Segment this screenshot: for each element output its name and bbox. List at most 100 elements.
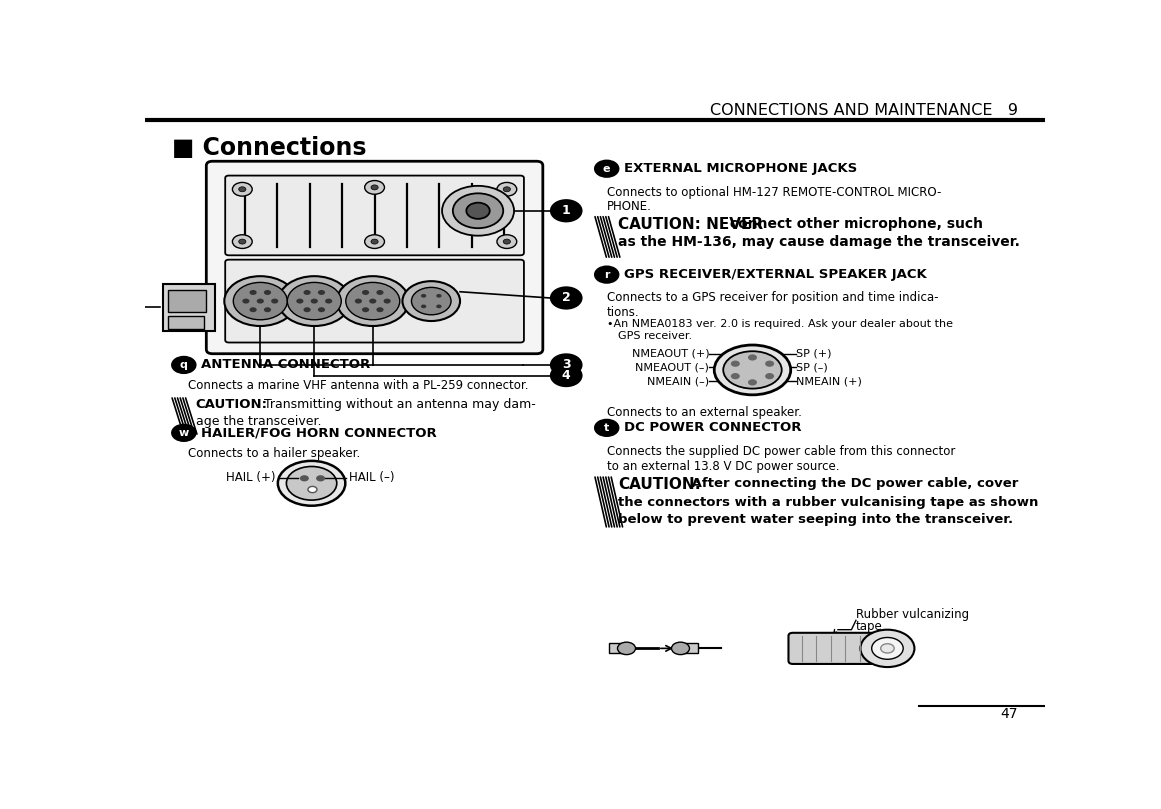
Text: Connects to a hailer speaker.: Connects to a hailer speaker.: [188, 447, 361, 460]
Circle shape: [233, 282, 287, 320]
Text: age the transceiver.: age the transceiver.: [195, 415, 320, 429]
Circle shape: [376, 290, 383, 295]
Text: CAUTION:: CAUTION:: [195, 398, 267, 411]
Text: 5: 5: [124, 301, 132, 314]
Text: CAUTION:: CAUTION:: [619, 477, 701, 492]
Text: 1: 1: [562, 204, 570, 218]
Circle shape: [376, 307, 383, 312]
Bar: [680, 643, 699, 654]
Circle shape: [365, 180, 384, 194]
Text: GPS receiver.: GPS receiver.: [618, 332, 692, 341]
Text: Connects a marine VHF antenna with a PL-259 connector.: Connects a marine VHF antenna with a PL-…: [188, 379, 528, 392]
Circle shape: [239, 187, 246, 192]
Bar: [163, 284, 215, 331]
Text: t: t: [604, 423, 610, 433]
Circle shape: [503, 187, 511, 192]
Circle shape: [765, 361, 774, 366]
Circle shape: [303, 290, 311, 295]
Text: e: e: [603, 163, 611, 174]
Circle shape: [362, 307, 369, 312]
Circle shape: [172, 425, 195, 441]
Circle shape: [232, 235, 252, 248]
Circle shape: [264, 290, 272, 295]
Text: CONNECTIONS AND MAINTENANCE   9: CONNECTIONS AND MAINTENANCE 9: [709, 104, 1018, 118]
Text: q: q: [180, 360, 188, 370]
Circle shape: [113, 297, 143, 318]
Circle shape: [765, 373, 774, 379]
Circle shape: [250, 307, 257, 312]
Text: connect other microphone, such: connect other microphone, such: [724, 217, 982, 231]
Circle shape: [497, 235, 517, 248]
Text: CAUTION: NEVER: CAUTION: NEVER: [619, 217, 764, 231]
FancyBboxPatch shape: [225, 260, 524, 342]
FancyBboxPatch shape: [788, 633, 879, 664]
Circle shape: [421, 294, 426, 298]
Circle shape: [403, 282, 460, 321]
Ellipse shape: [881, 644, 894, 653]
Circle shape: [346, 282, 399, 320]
Ellipse shape: [277, 461, 345, 506]
Circle shape: [730, 361, 740, 366]
Text: •An NMEA0183 ver. 2.0 is required. Ask your dealer about the: •An NMEA0183 ver. 2.0 is required. Ask y…: [607, 319, 953, 328]
Circle shape: [325, 299, 332, 303]
Text: NMEAIN (+): NMEAIN (+): [795, 376, 861, 386]
Circle shape: [243, 299, 250, 303]
Circle shape: [596, 161, 619, 177]
Circle shape: [748, 379, 757, 386]
Circle shape: [250, 290, 257, 295]
Circle shape: [257, 299, 264, 303]
Text: below to prevent water seeping into the transceiver.: below to prevent water seeping into the …: [619, 513, 1014, 526]
Circle shape: [411, 287, 452, 315]
FancyBboxPatch shape: [225, 176, 524, 256]
Text: HAILER/FOG HORN CONNECTOR: HAILER/FOG HORN CONNECTOR: [201, 426, 437, 439]
Circle shape: [551, 287, 582, 308]
Bar: [167, 316, 203, 329]
Ellipse shape: [723, 351, 781, 388]
Text: SP (–): SP (–): [795, 362, 828, 372]
FancyBboxPatch shape: [207, 161, 543, 354]
Text: Connects to an external speaker.: Connects to an external speaker.: [607, 406, 801, 419]
Circle shape: [355, 299, 362, 303]
Circle shape: [311, 299, 318, 303]
Circle shape: [437, 294, 441, 298]
Text: tions.: tions.: [607, 307, 640, 320]
Circle shape: [224, 276, 296, 326]
Text: tape: tape: [856, 621, 882, 633]
Text: NMEAOUT (+): NMEAOUT (+): [632, 349, 709, 358]
Text: ■ Connections: ■ Connections: [172, 136, 367, 159]
Text: EXTERNAL MICROPHONE JACKS: EXTERNAL MICROPHONE JACKS: [623, 163, 857, 176]
Circle shape: [730, 373, 740, 379]
Circle shape: [421, 304, 426, 308]
Circle shape: [365, 235, 384, 248]
Ellipse shape: [287, 467, 337, 500]
Circle shape: [551, 354, 582, 375]
Circle shape: [671, 642, 690, 654]
Text: Transmitting without an antenna may dam-: Transmitting without an antenna may dam-: [260, 398, 536, 411]
Circle shape: [596, 266, 619, 282]
Text: NMEAIN (–): NMEAIN (–): [647, 376, 709, 386]
Circle shape: [308, 486, 317, 493]
Bar: [608, 643, 627, 654]
Text: 4: 4: [562, 369, 570, 382]
Circle shape: [372, 185, 378, 190]
Circle shape: [287, 282, 341, 320]
Bar: [167, 290, 207, 312]
Text: r: r: [604, 269, 610, 280]
Ellipse shape: [714, 345, 791, 395]
Text: w: w: [179, 428, 189, 438]
Ellipse shape: [860, 629, 915, 667]
Circle shape: [453, 193, 503, 228]
Text: Rubber vulcanizing: Rubber vulcanizing: [856, 608, 969, 621]
Circle shape: [172, 357, 195, 373]
Text: Connects the supplied DC power cable from this connector: Connects the supplied DC power cable fro…: [607, 445, 956, 458]
Circle shape: [372, 239, 378, 244]
Circle shape: [551, 200, 582, 222]
Text: SP (+): SP (+): [795, 349, 831, 358]
Circle shape: [296, 299, 303, 303]
Text: Connects to a GPS receiver for position and time indica-: Connects to a GPS receiver for position …: [607, 291, 938, 304]
Circle shape: [618, 642, 635, 654]
Text: GPS RECEIVER/EXTERNAL SPEAKER JACK: GPS RECEIVER/EXTERNAL SPEAKER JACK: [623, 268, 926, 281]
Text: HAIL (–): HAIL (–): [349, 471, 395, 484]
Text: 47: 47: [1001, 707, 1018, 721]
Text: DC POWER CONNECTOR: DC POWER CONNECTOR: [623, 421, 801, 434]
